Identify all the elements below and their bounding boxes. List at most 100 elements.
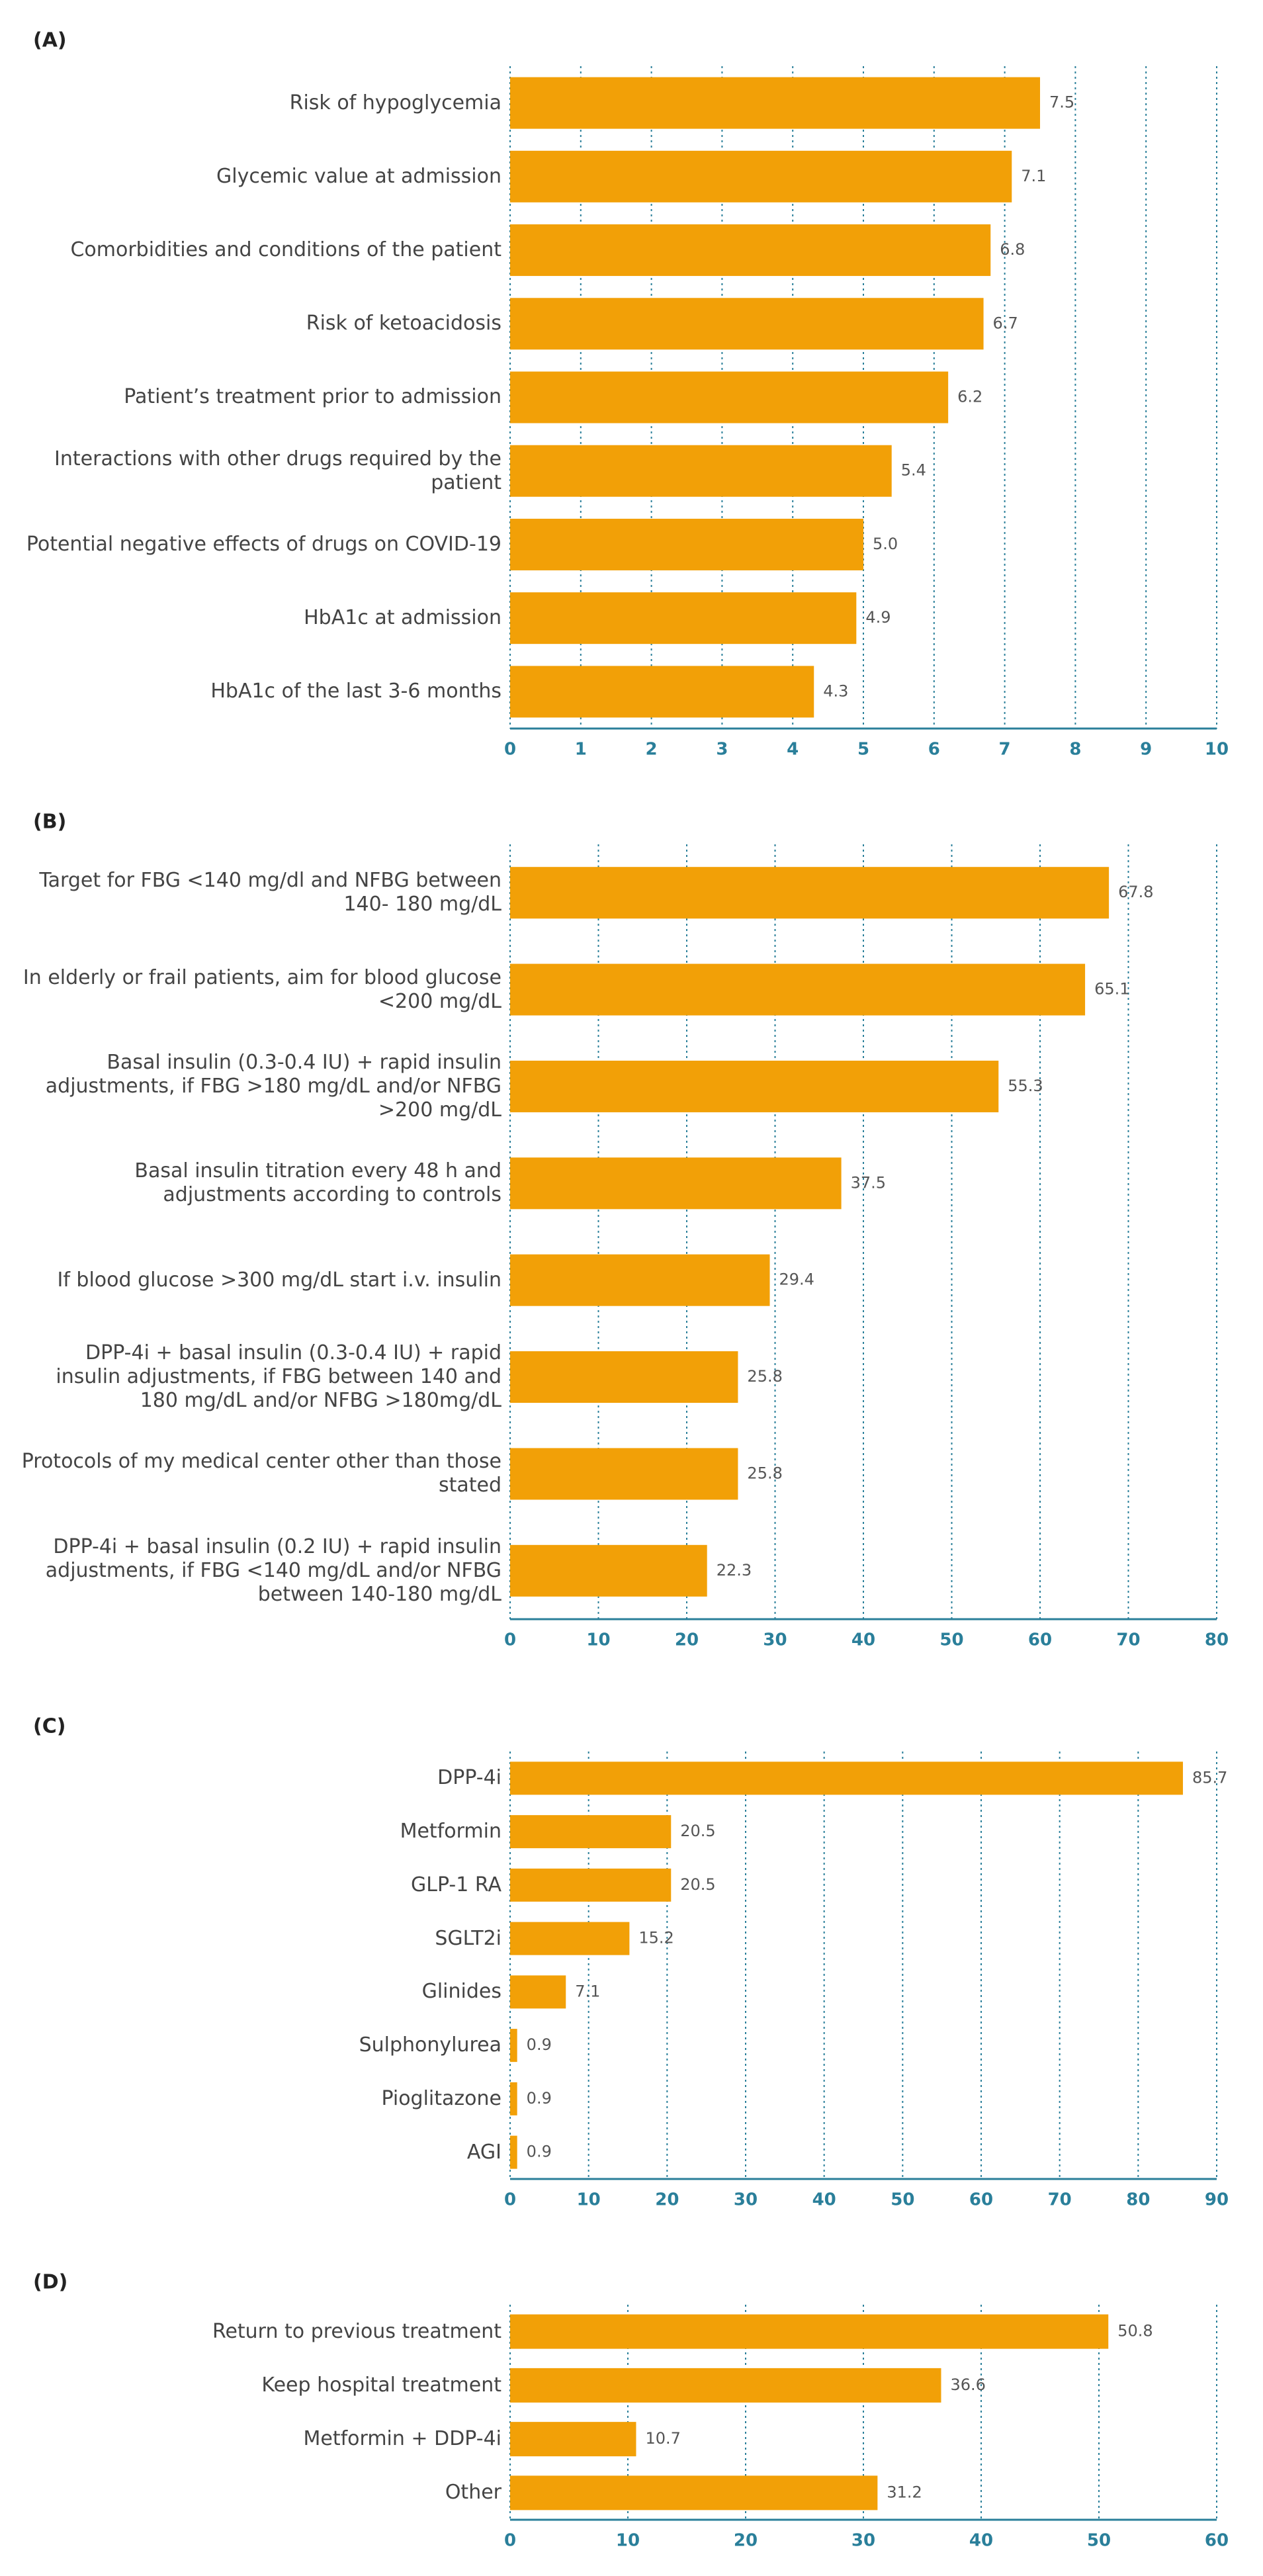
category-label-box: DPP-4i + basal insulin (0.3-0.4 IU) + ra… <box>56 1341 501 1413</box>
value-label: 0.9 <box>527 2035 552 2054</box>
panel-label: (A) <box>33 29 67 52</box>
value-label: 65.1 <box>1094 980 1129 999</box>
panel-label: (D) <box>33 2271 67 2294</box>
value-label: 10.7 <box>645 2429 680 2448</box>
value-label: 0.9 <box>527 2143 552 2161</box>
value-label: 7.5 <box>1049 93 1074 112</box>
category-label: In elderly or frail patients, aim for bl… <box>22 965 501 1013</box>
category-label: Potential negative effects of drugs on C… <box>26 532 501 556</box>
bar <box>510 224 991 277</box>
x-tick-label: 10 <box>586 1630 610 1650</box>
category-label: Risk of hypoglycemia <box>289 91 501 114</box>
value-label: 6.7 <box>993 314 1018 332</box>
x-tick-label: 40 <box>812 2190 836 2210</box>
bar <box>510 150 1012 202</box>
category-label-box: AGI <box>466 2140 501 2164</box>
value-label: 67.8 <box>1118 883 1153 901</box>
category-label-box: Interactions with other drugs required b… <box>54 447 501 494</box>
x-tick-label: 20 <box>655 2190 679 2210</box>
category-label: HbA1c of the last 3-6 months <box>210 680 501 703</box>
x-tick-label: 50 <box>939 1630 963 1650</box>
x-tick-label: 40 <box>851 1630 875 1650</box>
category-label-box: In elderly or frail patients, aim for bl… <box>22 965 501 1013</box>
category-label-box: GLP-1 RA <box>411 1873 501 1896</box>
bar <box>510 1761 1183 1795</box>
category-label-box: SGLT2i <box>435 1926 501 1950</box>
category-label-box: Comorbidities and conditions of the pati… <box>70 238 501 261</box>
category-label: Keep hospital treatment <box>261 2373 501 2397</box>
value-label: 7.1 <box>1021 167 1046 185</box>
category-label-box: HbA1c at admission <box>304 606 501 629</box>
value-label: 20.5 <box>680 1822 715 1840</box>
x-tick-label: 70 <box>1048 2190 1072 2210</box>
category-label-box: Glycemic value at admission <box>216 164 501 188</box>
bar <box>510 592 857 644</box>
value-label: 31.2 <box>887 2483 922 2501</box>
x-tick-label: 20 <box>734 2531 758 2551</box>
category-label: Metformin <box>400 1820 501 1843</box>
category-label-box: Return to previous treatment <box>212 2319 501 2343</box>
value-label: 4.3 <box>823 682 848 700</box>
value-label: 5.4 <box>901 461 926 480</box>
x-tick-label: 60 <box>1205 2531 1229 2551</box>
value-label: 6.8 <box>1000 240 1025 259</box>
x-tick-label: 0 <box>504 2190 516 2210</box>
x-tick-label: 5 <box>857 740 869 760</box>
x-tick-label: 0 <box>504 2531 516 2551</box>
x-tick-label: 4 <box>787 740 799 760</box>
value-label: 15.2 <box>638 1929 674 1947</box>
value-label: 25.8 <box>747 1464 782 1482</box>
x-tick-label: 9 <box>1140 740 1152 760</box>
category-label: AGI <box>466 2140 501 2164</box>
x-tick-label: 50 <box>1087 2531 1111 2551</box>
category-label: DPP-4i + basal insulin (0.2 IU) + rapid … <box>45 1534 501 1606</box>
x-tick-label: 10 <box>1205 740 1229 760</box>
category-label: Metformin + DDP-4i <box>303 2427 502 2451</box>
category-label-box: DPP-4i + basal insulin (0.2 IU) + rapid … <box>45 1534 501 1606</box>
value-label: 5.0 <box>873 535 898 553</box>
category-label: DPP-4i + basal insulin (0.3-0.4 IU) + ra… <box>56 1341 501 1413</box>
category-label-box: If blood glucose >300 mg/dL start i.v. i… <box>57 1268 501 1292</box>
category-label: Other <box>445 2481 501 2505</box>
category-label-box: Pioglitazone <box>381 2087 501 2110</box>
x-tick-label: 70 <box>1116 1630 1140 1650</box>
bar <box>510 1254 770 1306</box>
bar <box>510 1157 842 1210</box>
x-tick-label: 30 <box>851 2531 875 2551</box>
category-label-box: Protocols of my medical center other tha… <box>22 1450 501 1497</box>
x-tick-label: 90 <box>1205 2190 1229 2210</box>
category-label: Glycemic value at admission <box>216 164 501 188</box>
value-label: 7.1 <box>575 1982 600 2000</box>
bar <box>510 298 984 350</box>
bar <box>510 518 863 570</box>
x-tick-label: 3 <box>716 740 728 760</box>
category-label: SGLT2i <box>435 1926 501 1950</box>
category-label-box: Glinides <box>421 1980 501 2004</box>
x-tick-label: 80 <box>1205 1630 1229 1650</box>
bar <box>510 1448 738 1500</box>
category-label: Return to previous treatment <box>212 2319 501 2343</box>
bar <box>510 2029 517 2063</box>
bar <box>510 445 892 497</box>
category-label: Patient’s treatment prior to admission <box>124 385 501 409</box>
x-tick-label: 1 <box>575 740 587 760</box>
category-label: Glinides <box>421 1980 501 2004</box>
category-label-box: Other <box>445 2481 501 2505</box>
category-label: Interactions with other drugs required b… <box>54 447 501 494</box>
value-label: 85.7 <box>1192 1768 1227 1787</box>
category-label: Sulphonylurea <box>359 2033 501 2057</box>
bar <box>510 867 1110 919</box>
x-tick-label: 30 <box>734 2190 758 2210</box>
value-label: 25.8 <box>747 1367 782 1386</box>
x-tick-label: 60 <box>1028 1630 1052 1650</box>
x-tick-label: 30 <box>763 1630 787 1650</box>
bar <box>510 2135 517 2169</box>
bar <box>510 1815 672 1849</box>
category-label-box: Basal insulin (0.3-0.4 IU) + rapid insul… <box>46 1051 501 1122</box>
x-tick-label: 60 <box>969 2190 993 2210</box>
panel-label: (C) <box>33 1715 65 1738</box>
category-label: Target for FBG <140 mg/dl and NFBG betwe… <box>39 869 501 916</box>
value-label: 0.9 <box>527 2089 552 2108</box>
x-tick-label: 8 <box>1069 740 1081 760</box>
